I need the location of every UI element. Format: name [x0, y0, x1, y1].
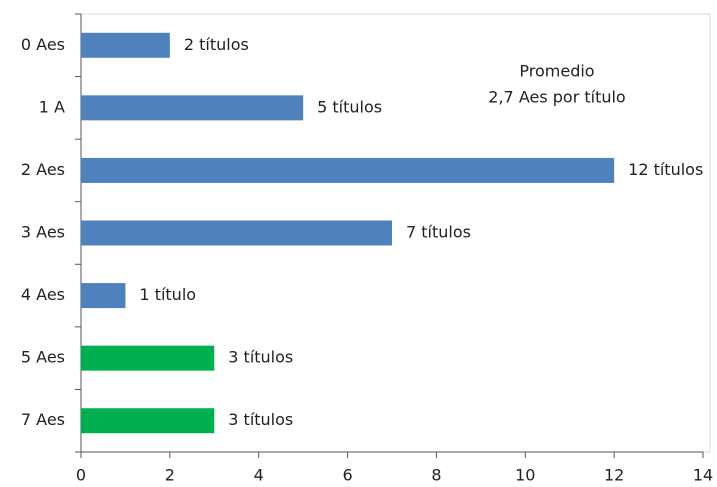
- x-tick-label: 2: [165, 466, 175, 485]
- y-tick-label: 5 Aes: [21, 348, 65, 367]
- y-tick-label: 7 Aes: [21, 410, 65, 429]
- x-tick-label: 10: [515, 466, 535, 485]
- bar: [81, 32, 170, 58]
- x-tick-label: 14: [693, 466, 713, 485]
- annotation: Promedio: [519, 62, 594, 81]
- bar: [81, 408, 215, 434]
- x-tick-label: 0: [76, 466, 86, 485]
- value-label: 5 títulos: [317, 97, 382, 116]
- annotation: 2,7 Aes por título: [488, 88, 625, 107]
- value-label: 3 títulos: [228, 348, 293, 367]
- y-tick-label: 4 Aes: [21, 285, 65, 304]
- value-label: 12 títulos: [628, 160, 703, 179]
- x-tick-label: 12: [604, 466, 624, 485]
- y-tick-label: 2 Aes: [21, 160, 65, 179]
- bar: [81, 95, 304, 121]
- y-tick-label: 3 Aes: [21, 223, 65, 242]
- value-label: 1 título: [139, 285, 196, 304]
- bar: [81, 345, 215, 371]
- value-label: 7 títulos: [406, 223, 471, 242]
- bar: [81, 220, 392, 246]
- x-tick-label: 4: [254, 466, 264, 485]
- y-tick-label: 0 Aes: [21, 35, 65, 54]
- x-tick-label: 8: [431, 466, 441, 485]
- bar: [81, 283, 126, 309]
- value-label: 3 títulos: [228, 410, 293, 429]
- x-tick-label: 6: [342, 466, 352, 485]
- y-tick-label: 1 A: [39, 97, 65, 116]
- value-label: 2 títulos: [184, 35, 249, 54]
- bar: [81, 157, 615, 183]
